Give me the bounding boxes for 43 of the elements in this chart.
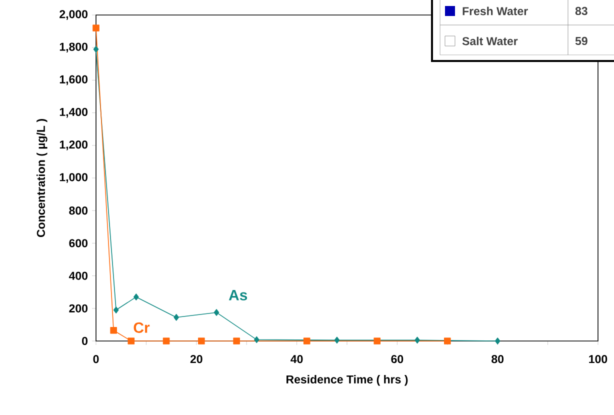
y-tick-label: 1,800	[60, 42, 88, 52]
point	[134, 294, 139, 300]
y-tick-label: 200	[69, 304, 88, 312]
y-tick-label: 400	[68, 272, 88, 280]
annotation: Salt Water	[462, 36, 518, 46]
point	[374, 338, 381, 344]
point	[92, 24, 100, 32]
point	[303, 338, 310, 344]
y-axis-title: Concentration ( µg/L )	[36, 119, 48, 238]
y-tick-label: 1,400	[60, 108, 88, 118]
x-tick-label: 40	[290, 355, 303, 364]
y-tick-label: 2,000	[60, 10, 88, 20]
point	[128, 338, 135, 344]
point	[254, 336, 260, 344]
y-tick-label: 1,000	[60, 173, 88, 183]
point	[233, 338, 240, 344]
x-tick-label: 60	[391, 355, 404, 364]
x-tick-label: 0	[93, 355, 99, 364]
point	[494, 338, 500, 344]
y-tick-label: 600	[69, 239, 88, 248]
annotation: Fresh Water	[462, 6, 528, 16]
annotation: 83	[575, 6, 588, 16]
point	[162, 338, 170, 344]
x-axis-title: Residence Time ( hrs )	[286, 375, 408, 386]
x-tick-label: 20	[190, 355, 202, 364]
y-tick-label: 1,200	[60, 140, 88, 150]
annotation: 59	[575, 36, 588, 46]
point	[113, 306, 119, 314]
y-tick-label: 0	[82, 336, 88, 346]
point	[198, 338, 205, 344]
point	[93, 46, 99, 53]
y-tick-label: 1,600	[60, 75, 88, 86]
series-label: As	[228, 290, 248, 300]
point	[444, 338, 451, 344]
point	[414, 336, 420, 344]
x-tick-label: 80	[492, 355, 504, 364]
y-tick-label: 800	[69, 206, 88, 215]
point	[174, 314, 179, 321]
point	[110, 326, 117, 334]
point	[214, 309, 220, 316]
series-label: Cr	[134, 322, 150, 333]
x-tick-label: 100	[589, 355, 608, 364]
point	[334, 336, 340, 344]
